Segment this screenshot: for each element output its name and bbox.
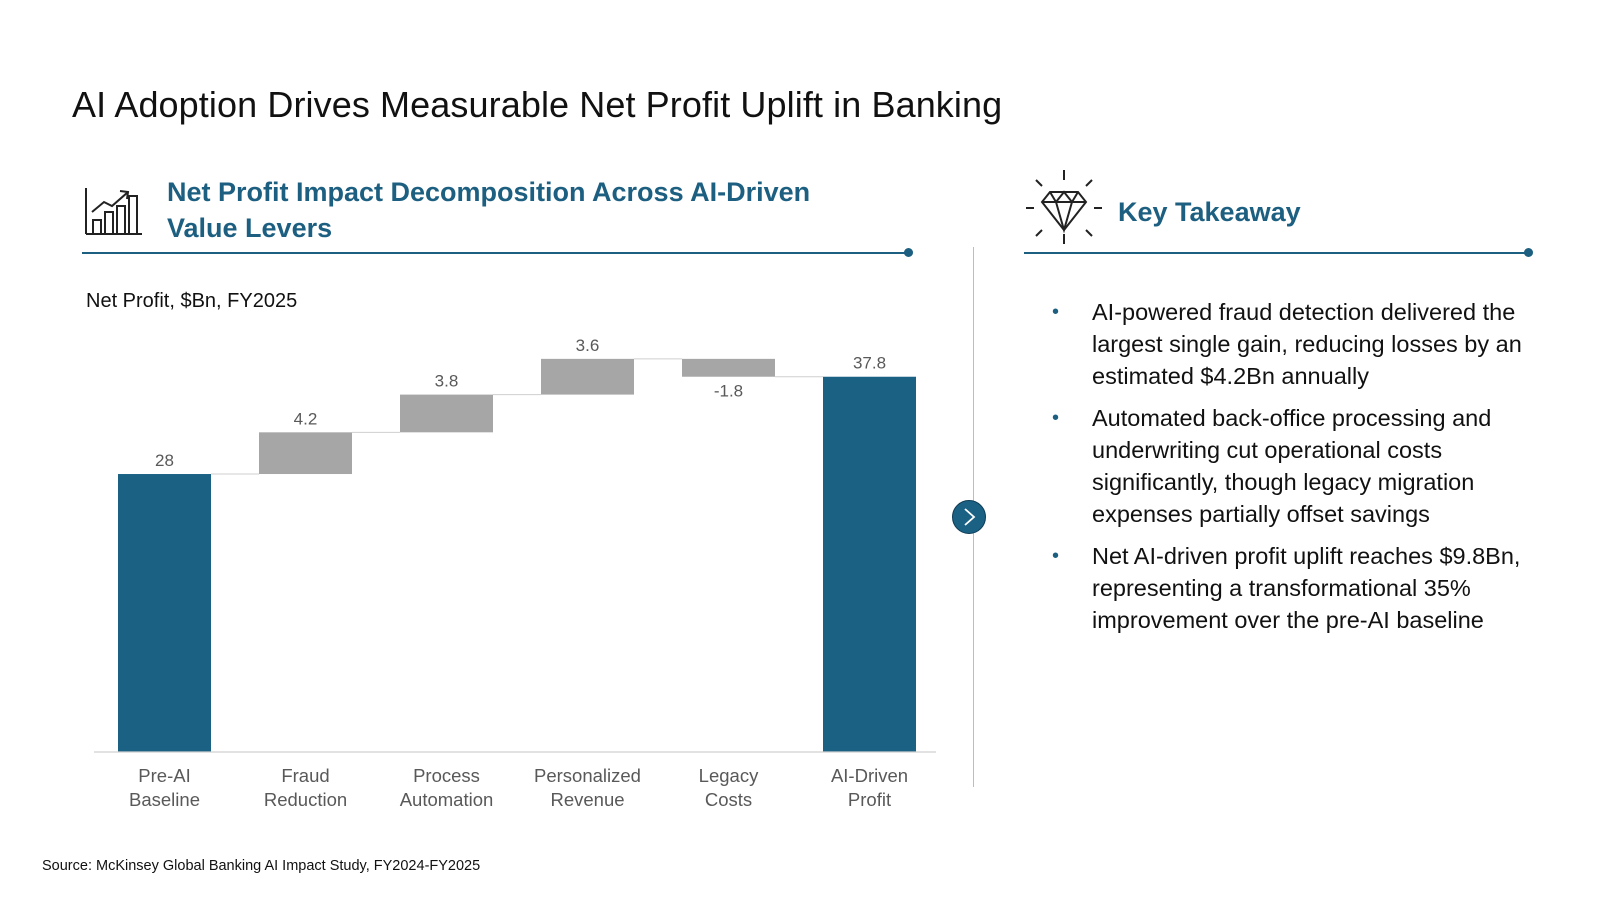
next-button[interactable] xyxy=(952,500,986,534)
diamond-icon xyxy=(1026,170,1102,244)
bar xyxy=(259,432,352,475)
chart-unit-label: Net Profit, $Bn, FY2025 xyxy=(86,290,298,312)
data-label: 3.8 xyxy=(435,372,459,391)
category-label: Revenue xyxy=(550,789,624,810)
bar xyxy=(541,358,634,395)
right-section-title: Key Takeaway xyxy=(1118,197,1301,227)
bar xyxy=(400,394,493,433)
category-label: Reduction xyxy=(264,789,347,810)
category-label: Profit xyxy=(848,789,891,810)
category-label: AI-Driven xyxy=(831,765,908,786)
left-section-title: Net Profit Impact Decomposition Across A… xyxy=(167,174,810,246)
slide-title: AI Adoption Drives Measurable Net Profit… xyxy=(72,84,1003,125)
bullet-icon: • xyxy=(1052,301,1060,323)
category-label: Automation xyxy=(400,789,494,810)
bar xyxy=(118,474,211,752)
left-section-title-line1: Net Profit Impact Decomposition Across A… xyxy=(167,177,811,207)
takeaway-list: • AI-powered fraud detection delivered t… xyxy=(1052,296,1522,646)
category-label: Fraud xyxy=(281,765,329,786)
bar-chart-growth-icon xyxy=(85,188,142,235)
bullet-icon: • xyxy=(1052,545,1060,567)
takeaway-text: Net AI-driven profit uplift reaches $9.8… xyxy=(1092,543,1521,633)
category-label: Process xyxy=(413,765,480,786)
chevron-right-icon xyxy=(964,508,976,526)
bullet-icon: • xyxy=(1052,407,1060,429)
right-section-rule-dot xyxy=(1524,248,1533,257)
takeaway-text: Automated back-office processing and und… xyxy=(1092,405,1492,527)
data-label: 37.8 xyxy=(853,354,886,373)
left-section-title-line2: Value Levers xyxy=(167,213,333,243)
takeaway-item: • AI-powered fraud detection delivered t… xyxy=(1052,296,1522,392)
category-label: Legacy xyxy=(699,765,759,786)
left-section-rule-dot xyxy=(904,248,913,257)
bar xyxy=(823,376,916,752)
takeaway-item: • Automated back-office processing and u… xyxy=(1052,402,1522,530)
bar xyxy=(682,358,775,377)
takeaway-item: • Net AI-driven profit uplift reaches $9… xyxy=(1052,540,1522,636)
waterfall-chart: 28 Pre-AI Baseline 4.2 Fraud Reduction 3.8 Proc… xyxy=(94,336,936,810)
data-label: 4.2 xyxy=(294,409,318,428)
right-section-rule xyxy=(1024,252,1530,254)
data-label: 28 xyxy=(155,451,174,470)
data-label: -1.8 xyxy=(714,382,743,401)
left-section-rule xyxy=(82,252,908,254)
source-note: Source: McKinsey Global Banking AI Impac… xyxy=(42,858,481,874)
category-label: Personalized xyxy=(534,765,641,786)
data-label: 3.6 xyxy=(576,336,600,355)
category-label: Baseline xyxy=(129,789,200,810)
category-label: Costs xyxy=(705,789,752,810)
takeaway-text: AI-powered fraud detection delivered the… xyxy=(1092,299,1522,389)
category-label: Pre-AI xyxy=(138,765,190,786)
